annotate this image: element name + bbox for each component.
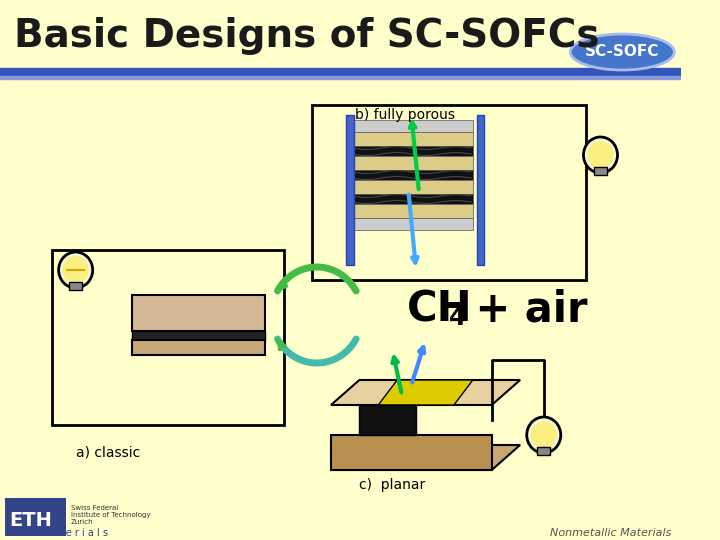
Bar bbox=[477, 115, 484, 265]
Bar bbox=[350, 180, 473, 194]
Text: ETH: ETH bbox=[9, 510, 53, 530]
Bar bbox=[69, 282, 82, 290]
Text: b) fully porous: b) fully porous bbox=[355, 108, 454, 122]
Bar bbox=[350, 204, 473, 218]
Circle shape bbox=[588, 141, 613, 169]
Text: SC-SOFC: SC-SOFC bbox=[585, 44, 660, 59]
Bar bbox=[537, 447, 550, 455]
Text: Basic Designs of SC-SOFCs: Basic Designs of SC-SOFCs bbox=[14, 17, 600, 55]
Bar bbox=[350, 170, 473, 180]
Polygon shape bbox=[378, 380, 473, 405]
Bar bbox=[346, 115, 354, 265]
Bar bbox=[0, 68, 681, 76]
Polygon shape bbox=[331, 435, 492, 470]
Text: M a t e r i a l s: M a t e r i a l s bbox=[38, 528, 108, 538]
Circle shape bbox=[63, 256, 89, 284]
Polygon shape bbox=[331, 380, 520, 405]
Ellipse shape bbox=[570, 34, 674, 70]
Circle shape bbox=[583, 137, 618, 173]
Bar bbox=[350, 194, 473, 204]
Bar bbox=[350, 146, 473, 156]
Bar bbox=[0, 76, 681, 79]
Text: 4: 4 bbox=[449, 306, 467, 330]
Text: a) classic: a) classic bbox=[76, 445, 140, 459]
Bar bbox=[5, 498, 66, 536]
Bar bbox=[132, 295, 265, 331]
Text: + air: + air bbox=[462, 289, 588, 331]
Bar bbox=[594, 167, 607, 175]
Text: c)  planar: c) planar bbox=[359, 478, 426, 492]
Text: CH: CH bbox=[407, 289, 472, 331]
Bar bbox=[350, 132, 473, 146]
Bar bbox=[132, 331, 265, 340]
Circle shape bbox=[527, 417, 561, 453]
Bar bbox=[350, 218, 473, 230]
Bar bbox=[52, 250, 284, 425]
Text: Nonmetallic Materials: Nonmetallic Materials bbox=[550, 528, 672, 538]
Bar bbox=[350, 156, 473, 170]
Bar bbox=[350, 120, 473, 132]
Bar bbox=[312, 105, 586, 280]
Polygon shape bbox=[359, 405, 416, 435]
Circle shape bbox=[58, 252, 93, 288]
Polygon shape bbox=[331, 445, 520, 470]
Text: Swiss Federal
Institute of Technology
Zurich: Swiss Federal Institute of Technology Zu… bbox=[71, 505, 150, 525]
Bar bbox=[132, 340, 265, 355]
Circle shape bbox=[531, 421, 557, 449]
